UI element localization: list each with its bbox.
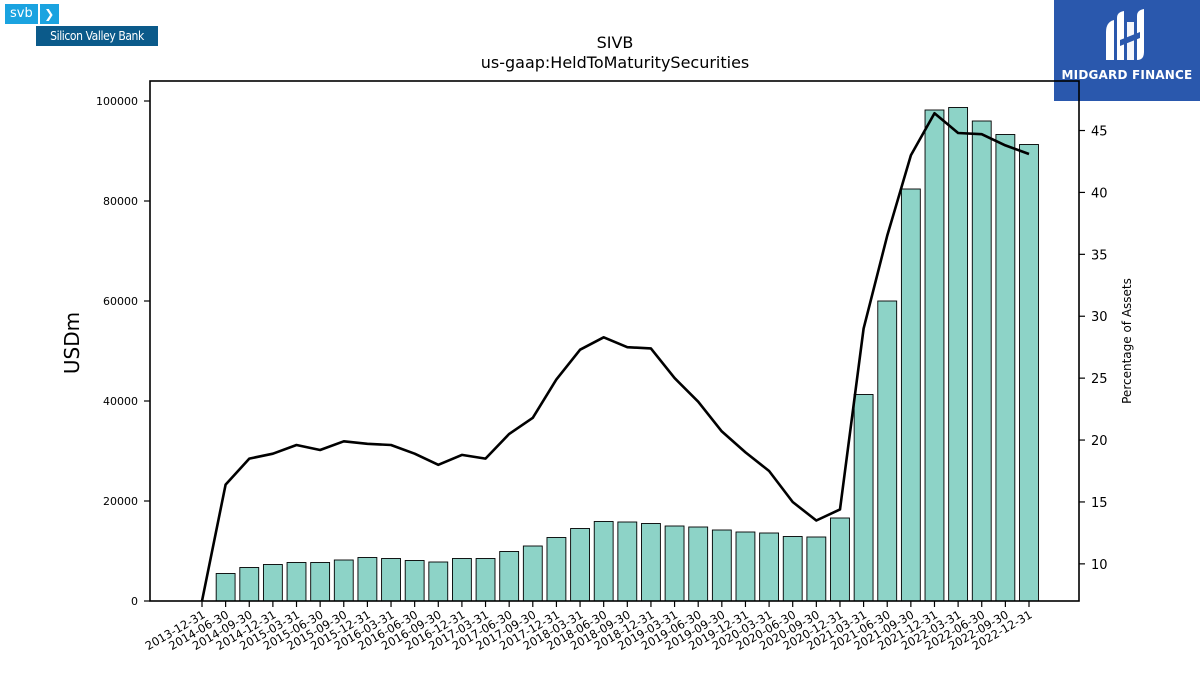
bar bbox=[286, 562, 307, 602]
y2-tick-label: 20 bbox=[1091, 434, 1108, 449]
svb-logo-bank-name: Silicon Valley Bank bbox=[36, 26, 158, 46]
chart-title: SIVB bbox=[597, 33, 634, 52]
y2-tick-label: 30 bbox=[1091, 310, 1108, 325]
bar bbox=[664, 525, 685, 602]
bar bbox=[333, 559, 354, 602]
bar bbox=[522, 545, 543, 602]
svb-logo: svb ❯ Silicon Valley Bank bbox=[5, 4, 158, 46]
bar bbox=[971, 120, 992, 602]
bar bbox=[853, 394, 874, 602]
bar bbox=[570, 528, 590, 602]
bar bbox=[452, 558, 472, 602]
bar bbox=[215, 573, 236, 602]
bar-series bbox=[215, 107, 1039, 602]
bar bbox=[711, 529, 732, 602]
bar bbox=[617, 521, 638, 602]
bar bbox=[428, 561, 449, 602]
y-tick-label: 40000 bbox=[103, 395, 138, 408]
bar bbox=[948, 107, 969, 602]
bar bbox=[782, 536, 803, 602]
axes: 0 20000 40000 60000 80000 100000 10 15 20 25 30 35 4… bbox=[96, 80, 1108, 653]
bar bbox=[404, 560, 425, 602]
line-series-path bbox=[200, 111, 1030, 602]
bar bbox=[1019, 144, 1039, 602]
y-tick-label: 100000 bbox=[96, 95, 138, 108]
y2-tick-label: 10 bbox=[1091, 558, 1108, 573]
midgard-logo-text: MIDGARD FINANCE bbox=[1061, 68, 1193, 82]
bar bbox=[381, 558, 401, 602]
bar bbox=[995, 134, 1016, 602]
bar bbox=[499, 551, 520, 602]
bar bbox=[877, 300, 898, 602]
bar bbox=[475, 558, 496, 602]
line-series bbox=[200, 111, 1030, 602]
y-tick-label: 0 bbox=[131, 595, 138, 608]
plot-frame bbox=[149, 80, 1080, 602]
y-tick-label: 20000 bbox=[103, 495, 138, 508]
y2-tick-label: 45 bbox=[1091, 125, 1108, 140]
y2-tick-label: 25 bbox=[1091, 372, 1108, 387]
bar bbox=[806, 536, 827, 602]
bar bbox=[688, 526, 709, 602]
bar bbox=[759, 532, 779, 602]
svb-logo-word: svb bbox=[5, 4, 38, 24]
midgard-finance-logo: MIDGARD FINANCE bbox=[1054, 0, 1200, 101]
bar bbox=[310, 562, 331, 602]
y2-tick-label: 40 bbox=[1091, 186, 1108, 201]
y2-axis-label: Percentage of Assets bbox=[1120, 278, 1134, 404]
y-tick-label: 60000 bbox=[103, 295, 138, 308]
bar bbox=[593, 521, 614, 602]
bar bbox=[546, 537, 567, 602]
y2-tick-label: 15 bbox=[1091, 496, 1108, 511]
bar bbox=[830, 517, 850, 602]
bar bbox=[735, 531, 756, 602]
chart-subtitle: us-gaap:HeldToMaturitySecurities bbox=[481, 53, 750, 72]
y2-tick-label: 35 bbox=[1091, 248, 1108, 263]
bar bbox=[239, 567, 260, 602]
bar bbox=[357, 557, 378, 602]
y-tick-label: 80000 bbox=[103, 195, 138, 208]
y-axis-label: USDm bbox=[60, 312, 84, 374]
bar bbox=[924, 109, 945, 602]
midgard-emblem-icon bbox=[1106, 9, 1144, 60]
bar bbox=[262, 564, 283, 602]
bar bbox=[641, 523, 661, 602]
chevron-right-icon: ❯ bbox=[39, 4, 59, 24]
bar bbox=[900, 188, 921, 602]
